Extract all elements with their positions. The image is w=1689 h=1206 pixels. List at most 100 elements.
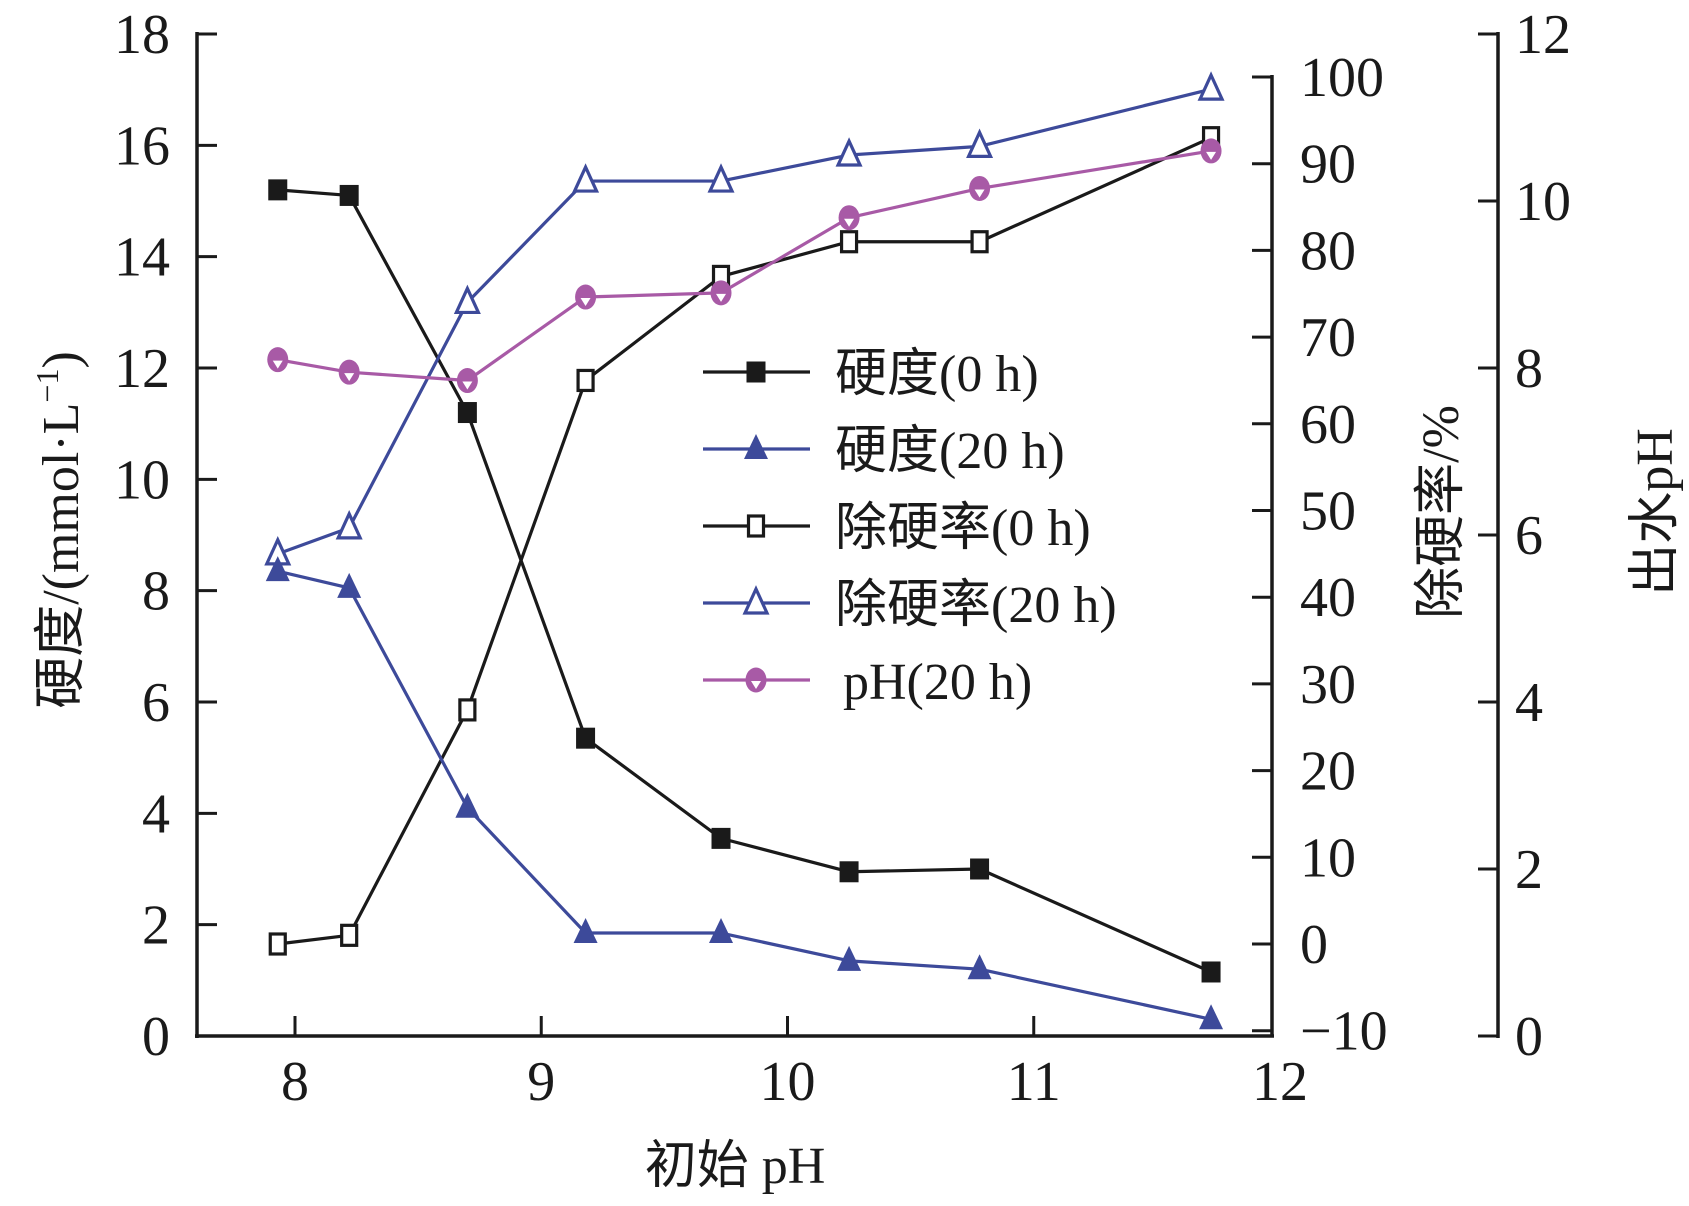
data-point-4-notch xyxy=(716,293,727,302)
x-axis-title: 初始 pH xyxy=(645,1138,826,1195)
y-tick-label-right: 0 xyxy=(1515,1006,1543,1068)
y-tick-label-left: 4 xyxy=(142,783,170,845)
series-2 xyxy=(268,126,1221,956)
y-tick-label-left: 18 xyxy=(114,4,170,66)
legend-item: 除硬率(20 h) xyxy=(703,577,1117,634)
y-tick-label-right: 4 xyxy=(1515,672,1543,734)
series-4 xyxy=(267,138,1222,394)
data-point-4 xyxy=(267,347,289,373)
data-point-3 xyxy=(572,163,600,193)
data-point-1 xyxy=(967,954,992,980)
data-point-1 xyxy=(337,572,362,598)
series-line-3 xyxy=(277,87,1212,556)
data-point-0 xyxy=(576,727,596,749)
data-point-1 xyxy=(709,918,734,944)
data-point-4-notch xyxy=(974,189,985,198)
data-point-4 xyxy=(575,284,597,310)
x-tick-label: 10 xyxy=(760,1051,816,1113)
data-point-1 xyxy=(837,945,862,971)
legend-label: pH(20 h) xyxy=(843,654,1032,711)
data-point-1 xyxy=(1199,1004,1224,1030)
y-tick-label-middle: 20 xyxy=(1300,741,1356,803)
legend-item: 除硬率(0 h) xyxy=(703,500,1091,557)
data-point-4-notch xyxy=(272,360,283,369)
y-tick-label-left: 0 xyxy=(142,1006,170,1068)
legend-label: 硬度(0 h) xyxy=(835,346,1039,403)
legend-marker xyxy=(745,667,767,693)
data-point-4 xyxy=(456,368,478,394)
y-axis-left-title-close: ) xyxy=(33,351,90,368)
y-tick-label-middle: 100 xyxy=(1300,47,1384,109)
y-tick-label-middle: 80 xyxy=(1300,220,1356,282)
data-point-1 xyxy=(455,792,480,818)
y-axis-middle-title: 除硬率/% xyxy=(1413,405,1470,619)
x-tick-label: 9 xyxy=(527,1051,555,1113)
data-point-0 xyxy=(970,858,990,880)
data-point-4-notch xyxy=(580,298,591,307)
y-tick-label-middle: 0 xyxy=(1300,914,1328,976)
y-tick-label-left: 16 xyxy=(114,115,170,177)
legend-marker xyxy=(746,514,766,538)
data-point-0 xyxy=(711,827,731,849)
legend-label: 除硬率(0 h) xyxy=(835,500,1091,557)
data-point-4 xyxy=(710,280,732,306)
data-point-0 xyxy=(268,179,288,201)
data-point-0 xyxy=(839,861,859,883)
y-tick-label-middle: 10 xyxy=(1300,827,1356,889)
data-point-2 xyxy=(970,230,989,254)
y-tick-label-middle: 30 xyxy=(1300,654,1356,716)
data-point-0 xyxy=(339,184,359,206)
data-point-4-notch xyxy=(844,218,855,227)
legend-item: 硬度(0 h) xyxy=(703,346,1039,403)
y-tick-label-middle: 70 xyxy=(1300,307,1356,369)
x-tick-label: 11 xyxy=(1007,1051,1061,1113)
data-point-4-notch xyxy=(1206,151,1217,160)
x-tick-label: 8 xyxy=(281,1051,309,1113)
y-tick-label-left: 6 xyxy=(142,672,170,734)
data-point-2 xyxy=(839,230,859,254)
legend-label: 硬度(20 h) xyxy=(835,423,1065,480)
legend-marker-notch xyxy=(751,681,761,689)
data-point-2 xyxy=(576,368,595,393)
data-point-4 xyxy=(969,175,991,201)
series-line-1 xyxy=(277,569,1212,1021)
data-point-2 xyxy=(268,932,287,956)
y-tick-label-right: 2 xyxy=(1515,839,1543,901)
data-point-3 xyxy=(1197,71,1225,101)
series-line-4 xyxy=(277,149,1212,383)
x-tick-label: 12 xyxy=(1252,1051,1308,1113)
y-axis-right-title: 出水pH xyxy=(1627,428,1684,596)
legend-item: pH(20 h) xyxy=(703,654,1032,711)
data-point-2 xyxy=(458,698,477,722)
data-point-1 xyxy=(573,918,598,944)
legend: 硬度(0 h) 硬度(20 h) 除硬率(0 h) 除硬率(20 h) pH(20 h) xyxy=(703,346,1117,711)
y-tick-label-left: 14 xyxy=(114,227,170,289)
data-point-1 xyxy=(265,556,290,582)
series-line-2 xyxy=(277,136,1212,946)
data-point-4 xyxy=(838,205,860,231)
series-0 xyxy=(268,179,1221,983)
legend-marker xyxy=(744,434,768,459)
legend-marker xyxy=(746,361,766,383)
y-tick-label-right: 10 xyxy=(1515,171,1571,233)
data-point-3 xyxy=(835,137,863,167)
y-tick-label-right: 8 xyxy=(1515,338,1543,400)
y-tick-label-right: 6 xyxy=(1515,505,1543,567)
data-point-2 xyxy=(340,923,359,947)
data-point-4-notch xyxy=(462,381,473,390)
data-point-4 xyxy=(1200,138,1222,164)
y-tick-label-left: 10 xyxy=(114,449,170,511)
axes-group: 8 9 10 11 12024681012141618−1001020304050607… xyxy=(114,4,1571,1113)
series-3 xyxy=(264,71,1225,566)
legend-label: 除硬率(20 h) xyxy=(835,577,1117,634)
y-tick-label-left: 2 xyxy=(142,895,170,957)
series-1 xyxy=(265,556,1224,1030)
y-axis-left-title-main: 硬度/(mmol·L xyxy=(33,403,90,709)
data-point-3 xyxy=(453,284,481,315)
series-group xyxy=(264,71,1225,1030)
y-tick-label-right: 12 xyxy=(1515,4,1571,66)
y-tick-label-middle: 50 xyxy=(1300,481,1356,543)
data-point-0 xyxy=(457,402,477,424)
data-point-3 xyxy=(335,509,363,540)
